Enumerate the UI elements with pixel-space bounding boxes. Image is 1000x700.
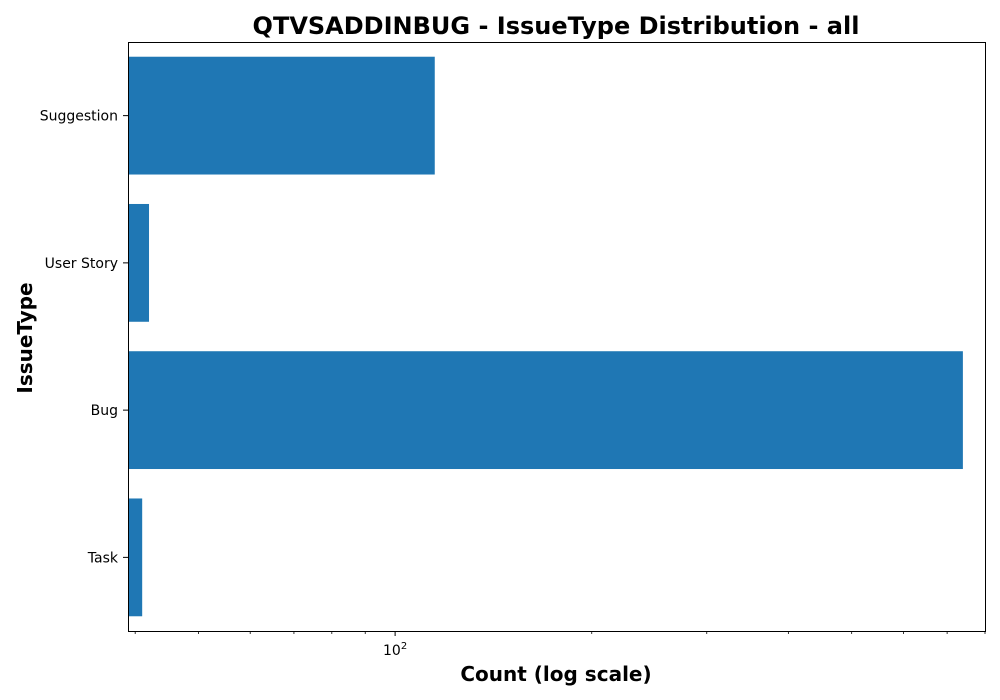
y-ticks-group: Suggestion User Story Bug Task [40,109,128,566]
bars-group [128,56,963,617]
y-tick-label: User Story [45,256,118,272]
bar-bug [128,351,963,470]
x-ticks-group: 102 [134,631,986,659]
plot-frame [128,42,986,632]
y-tick-label: Bug [91,403,118,419]
y-tick-label: Task [87,550,119,566]
y-tick-label: Suggestion [40,109,118,125]
x-tick-label: 102 [383,641,407,659]
bar-task [128,498,143,617]
bar-suggestion [128,56,435,175]
chart-title: QTVSADDINBUG - IssueType Distribution - … [253,12,860,40]
bar-user-story [128,203,150,322]
y-axis-label: IssueType [13,282,37,393]
x-axis-label: Count (log scale) [460,662,651,686]
